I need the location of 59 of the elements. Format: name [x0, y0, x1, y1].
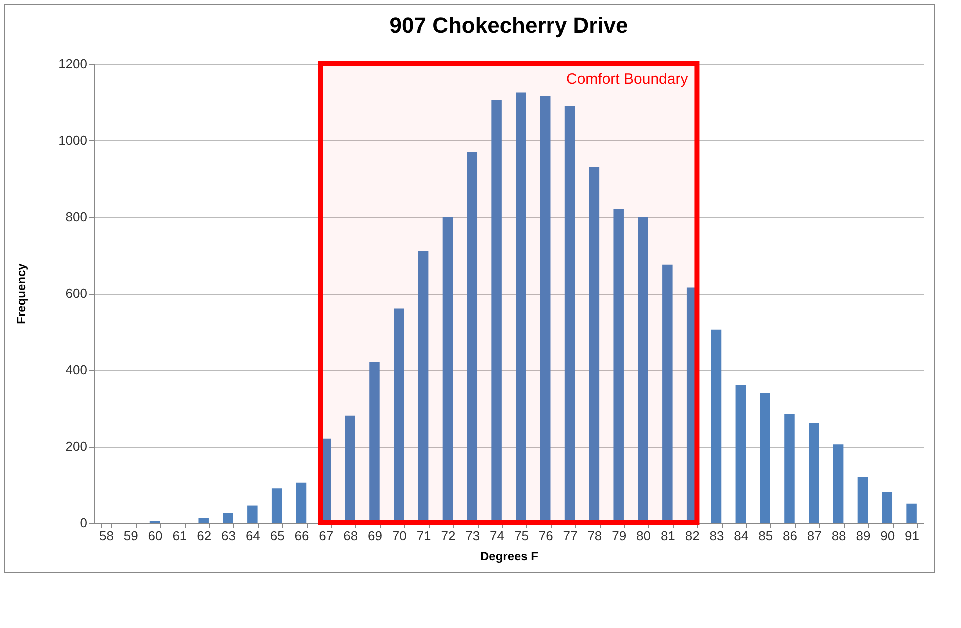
bar: [906, 504, 917, 523]
x-tick-label: 85: [758, 528, 774, 544]
bar: [223, 513, 234, 523]
x-tick-label: 73: [466, 528, 480, 544]
x-tick-label: 71: [416, 528, 432, 544]
bar: [296, 482, 307, 523]
x-tick-label: 76: [538, 528, 554, 544]
x-tick-label: 80: [636, 528, 651, 544]
x-tick-label: 58: [99, 528, 114, 544]
x-tick-label: 63: [222, 528, 236, 544]
x-tick-label: 74: [490, 528, 505, 544]
x-tick-label: 65: [270, 528, 285, 544]
bar: [784, 414, 795, 523]
x-tick-label: 68: [344, 528, 358, 544]
bar: [711, 330, 722, 523]
x-tick-label: 69: [368, 528, 382, 544]
x-tick-label: 59: [124, 528, 138, 544]
x-tick-label: 90: [880, 528, 896, 544]
x-tick-label: 86: [783, 528, 798, 544]
x-tick-label: 78: [588, 528, 602, 544]
x-tick-label: 79: [612, 528, 627, 544]
y-tick-label: 1200: [58, 56, 88, 72]
bar: [833, 444, 844, 523]
bar: [858, 477, 868, 523]
x-tick-label: 91: [905, 528, 920, 544]
x-tick-label: 81: [660, 528, 676, 544]
bar: [736, 385, 746, 523]
x-tick-label: 70: [392, 528, 407, 544]
chart-title: 907 Chokecherry Drive: [390, 13, 628, 38]
y-tick-label: 800: [66, 210, 88, 224]
x-tick-label: 89: [856, 528, 871, 544]
x-tick-label: 82: [685, 528, 700, 544]
y-tick-label: 200: [66, 439, 88, 454]
x-tick-label: 87: [807, 528, 822, 544]
y-tick-label: 600: [66, 286, 88, 301]
bar: [809, 424, 820, 523]
x-tick-label: 77: [563, 528, 578, 544]
x-tick-label: 62: [197, 528, 212, 544]
x-axis-title: Degrees F: [480, 550, 539, 564]
y-tick-label: 1000: [58, 133, 88, 148]
bar: [882, 492, 893, 523]
x-tick-label: 84: [734, 528, 749, 544]
bar: [198, 518, 209, 523]
x-tick-label: 67: [319, 528, 334, 544]
x-tick-label: 61: [172, 528, 188, 544]
bar: [272, 488, 282, 523]
x-tick-label: 88: [832, 528, 846, 544]
x-tick-label: 60: [148, 528, 163, 544]
bar: [248, 506, 258, 523]
y-axis-title: Frequency: [14, 263, 29, 324]
bar: [760, 392, 770, 523]
band-label: Comfort Boundary: [566, 71, 689, 88]
x-tick-label: 66: [294, 528, 310, 544]
x-tick-label: 72: [441, 528, 456, 544]
y-tick-label: 0: [80, 516, 88, 530]
x-tick-label: 64: [246, 528, 260, 544]
x-tick-label: 75: [514, 528, 529, 544]
x-tick-label: 83: [710, 528, 724, 544]
y-tick-label: 400: [66, 362, 88, 378]
